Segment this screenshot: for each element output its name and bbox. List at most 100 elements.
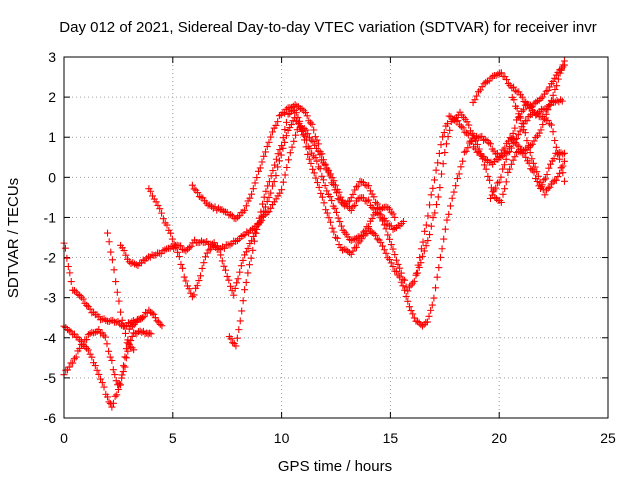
data-point-track-2 (108, 357, 116, 364)
data-point-track-3 (123, 339, 131, 347)
y-tick-label: -5 (44, 370, 57, 386)
data-point-track-2 (79, 341, 87, 349)
data-point-track-5 (233, 279, 241, 287)
data-point-track-2 (121, 353, 129, 361)
data-point-track-4 (349, 203, 357, 211)
data-point-track-11 (557, 164, 565, 172)
data-point-track-5 (336, 218, 344, 226)
data-point-track-6 (486, 140, 494, 148)
data-point-track-10 (504, 148, 512, 156)
data-point-track-7 (282, 105, 290, 113)
data-point-track-6 (297, 122, 305, 130)
data-point-track-6 (457, 163, 465, 171)
data-point-track-9 (471, 96, 479, 104)
data-point-track-2 (101, 333, 109, 341)
data-point-track-5 (195, 277, 203, 285)
data-point-track-7 (549, 91, 557, 99)
data-point-track-6 (264, 182, 272, 190)
data-point-track-7 (253, 174, 261, 182)
data-point-track-2 (86, 330, 94, 338)
data-point-track-7 (405, 283, 413, 291)
data-point-track-6 (292, 109, 300, 117)
data-point-track-5 (163, 221, 171, 229)
data-point-track-7 (358, 178, 366, 186)
data-point-track-6 (389, 263, 397, 271)
data-point-track-5 (334, 214, 342, 222)
data-point-track-7 (346, 197, 354, 205)
data-point-track-3 (118, 316, 126, 324)
data-point-track-7 (404, 287, 412, 295)
data-point-track-7 (336, 196, 344, 204)
data-point-track-7 (384, 231, 392, 239)
data-point-track-4 (267, 204, 275, 212)
y-tick-label: -2 (44, 250, 57, 266)
data-point-track-10 (549, 77, 557, 85)
data-point-track-7 (251, 179, 259, 187)
data-point-track-8 (550, 155, 558, 163)
data-point-track-2 (138, 314, 146, 322)
data-point-track-1 (119, 368, 127, 376)
data-point-track-5 (315, 163, 323, 171)
data-point-track-4 (354, 195, 362, 203)
data-point-track-2 (76, 345, 84, 353)
data-point-track-6 (232, 342, 240, 350)
data-point-track-8 (432, 166, 440, 174)
data-point-track-6 (282, 118, 290, 126)
data-point-track-8 (468, 138, 476, 146)
data-point-track-6 (415, 319, 423, 327)
y-tick-label: -1 (44, 209, 57, 225)
data-point-track-8 (421, 227, 429, 235)
y-tick-label: 0 (48, 169, 56, 185)
data-point-track-5 (251, 229, 259, 237)
data-point-track-4 (285, 156, 293, 164)
y-tick-label: 1 (48, 129, 56, 145)
data-point-track-7 (507, 160, 515, 168)
data-point-track-6 (443, 216, 451, 224)
data-point-track-5 (331, 204, 339, 212)
data-point-track-4 (132, 261, 140, 269)
data-point-track-4 (290, 137, 298, 145)
data-point-track-0 (66, 269, 74, 277)
data-point-track-7 (256, 164, 264, 172)
x-axis-label: GPS time / hours (278, 458, 392, 475)
data-point-track-6 (310, 169, 318, 177)
data-points (60, 57, 568, 411)
data-point-track-4 (276, 189, 284, 197)
data-point-track-8 (457, 123, 465, 131)
data-point-track-6 (551, 137, 559, 145)
data-point-track-7 (323, 164, 331, 172)
data-point-track-6 (265, 178, 273, 186)
data-point-track-9 (473, 92, 481, 100)
data-point-track-7 (434, 193, 442, 201)
data-point-track-6 (255, 214, 263, 222)
data-point-track-5 (154, 201, 162, 209)
data-point-track-6 (239, 297, 247, 305)
data-point-track-9 (508, 84, 516, 92)
data-point-track-10 (500, 161, 508, 169)
y-tick-labels: -6 -5 -4 -3 -2 -1 0 1 2 3 (44, 49, 57, 426)
data-point-track-10 (557, 66, 565, 74)
data-point-track-4 (177, 242, 185, 250)
data-point-track-1 (98, 379, 106, 387)
data-point-track-6 (352, 243, 360, 251)
data-point-track-6 (516, 127, 524, 135)
data-point-track-6 (523, 117, 531, 125)
data-point-track-7 (438, 170, 446, 178)
data-point-track-4 (226, 241, 234, 249)
data-point-track-6 (448, 194, 456, 202)
data-point-track-6 (358, 235, 366, 243)
data-point-track-11 (559, 162, 567, 170)
y-tick-label: -4 (44, 330, 57, 346)
data-point-track-6 (370, 230, 378, 238)
data-point-track-5 (190, 291, 198, 299)
data-point-track-7 (484, 172, 492, 180)
data-point-track-1 (84, 346, 92, 354)
data-point-track-6 (432, 284, 440, 292)
data-point-track-5 (387, 208, 395, 216)
data-point-track-7 (379, 217, 387, 225)
data-point-track-7 (532, 133, 540, 141)
data-point-track-5 (372, 209, 380, 217)
data-point-track-6 (260, 193, 268, 201)
data-point-track-5 (237, 262, 245, 270)
data-point-track-6 (428, 301, 436, 309)
